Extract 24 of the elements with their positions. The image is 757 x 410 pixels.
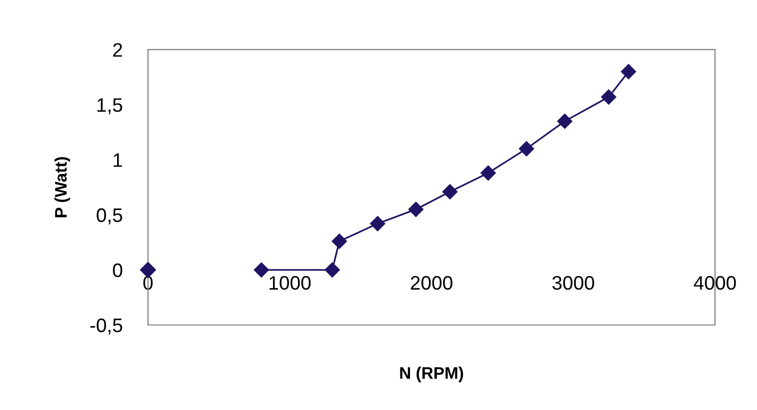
y-tick-label: 1,5 bbox=[97, 98, 122, 114]
y-axis-title: P (Watt) bbox=[54, 157, 70, 218]
x-tick-label: 2000 bbox=[410, 276, 452, 290]
point bbox=[254, 262, 269, 278]
x-tick-label: 1000 bbox=[270, 276, 311, 290]
point bbox=[480, 165, 496, 181]
point bbox=[557, 114, 572, 129]
point bbox=[324, 262, 340, 278]
y-tick-label: 0,5 bbox=[96, 208, 122, 224]
point bbox=[518, 141, 534, 156]
point bbox=[620, 64, 636, 80]
point bbox=[442, 184, 458, 200]
point bbox=[370, 216, 386, 232]
x-axis-title: N (RPM) bbox=[400, 366, 464, 382]
point bbox=[601, 89, 616, 105]
y-tick-label: 1 bbox=[114, 153, 122, 167]
point bbox=[140, 262, 156, 278]
point bbox=[408, 202, 424, 217]
y-tick-label: 2 bbox=[113, 43, 122, 57]
y-tick-label: 0 bbox=[112, 263, 122, 278]
point bbox=[332, 234, 347, 249]
y-tick-label: -0,5 bbox=[90, 318, 122, 335]
x-tick-label: 4000 bbox=[694, 276, 736, 290]
x-tick-label: 3000 bbox=[552, 276, 594, 290]
